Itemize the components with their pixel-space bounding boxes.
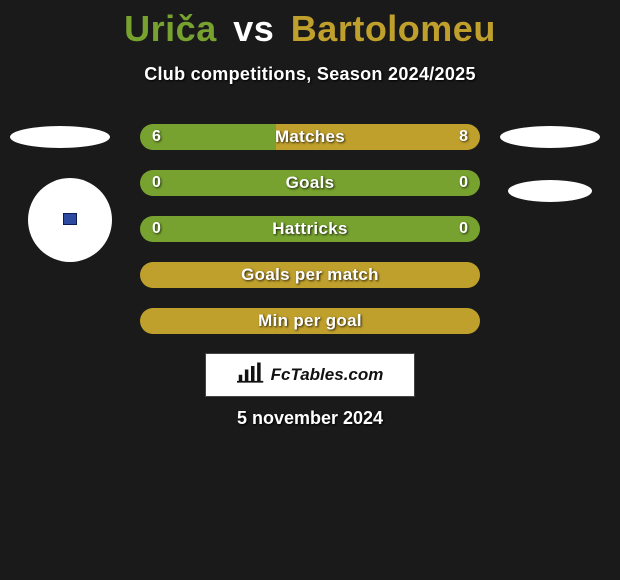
stat-row: Min per goal: [140, 308, 480, 334]
stat-label: Min per goal: [140, 308, 480, 334]
stat-label: Goals per match: [140, 262, 480, 288]
stat-row: 00Hattricks: [140, 216, 480, 242]
page-title: Uriča vs Bartolomeu: [0, 0, 620, 50]
stat-row: 00Goals: [140, 170, 480, 196]
stat-label: Matches: [140, 124, 480, 150]
stat-label: Goals: [140, 170, 480, 196]
stats-panel: 68Matches 00Goals 00Hattricks Goals per mat…: [140, 124, 480, 354]
player-right-avatar: [500, 126, 600, 148]
player-left-avatar: [10, 126, 110, 148]
stat-row: 68Matches: [140, 124, 480, 150]
player-left-name: Uriča: [124, 8, 217, 49]
subtitle: Club competitions, Season 2024/2025: [0, 64, 620, 85]
source-badge: FcTables.com: [205, 353, 415, 397]
stat-row: Goals per match: [140, 262, 480, 288]
comparison-infographic: Uriča vs Bartolomeu Club competitions, S…: [0, 0, 620, 580]
player-right-name: Bartolomeu: [291, 8, 496, 49]
chart-bars-icon: [237, 362, 265, 389]
stat-label: Hattricks: [140, 216, 480, 242]
player-right-avatar: [508, 180, 592, 202]
club-crest-icon: [63, 213, 77, 225]
source-label: FcTables.com: [271, 365, 384, 385]
vs-label: vs: [233, 8, 274, 49]
date-label: 5 november 2024: [0, 408, 620, 429]
